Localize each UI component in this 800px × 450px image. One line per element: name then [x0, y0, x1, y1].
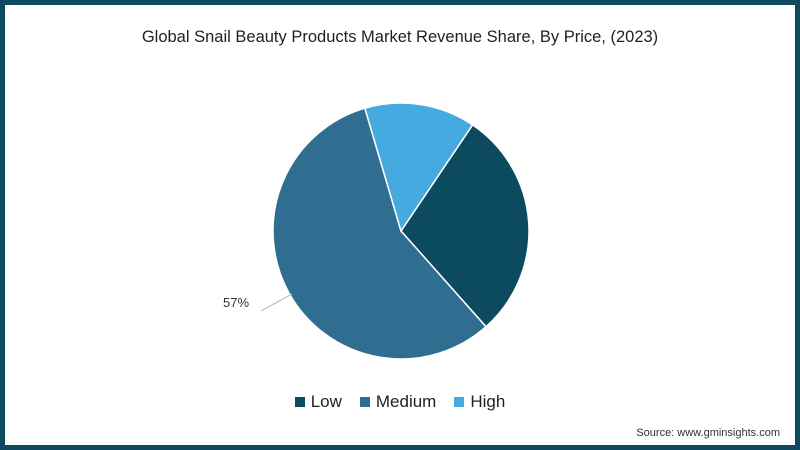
pie-slice-medium[interactable]	[272, 107, 488, 360]
source-note: Source: www.gminsights.com	[636, 427, 780, 439]
leader-line	[260, 293, 293, 312]
legend-item-high[interactable]: High	[454, 392, 505, 412]
pie-slice-high[interactable]	[363, 102, 474, 233]
pie-slice-low[interactable]	[400, 123, 530, 328]
legend-item-medium[interactable]: Medium	[359, 392, 437, 412]
chart-title: Global Snail Beauty Products Market Reve…	[141, 28, 659, 46]
legend-label-low: Low	[310, 392, 342, 411]
legend-swatch-medium-icon	[359, 397, 370, 407]
legend-swatch-low-icon	[294, 397, 305, 407]
pie-slices	[272, 102, 530, 360]
legend: Low Medium High	[0, 392, 800, 412]
legend-label-high: High	[470, 392, 506, 411]
legend-swatch-high-icon	[454, 397, 465, 407]
legend-item-low[interactable]: Low	[294, 392, 342, 412]
medium-data-label: 57%	[223, 295, 249, 310]
legend-label-medium: Medium	[375, 392, 437, 411]
